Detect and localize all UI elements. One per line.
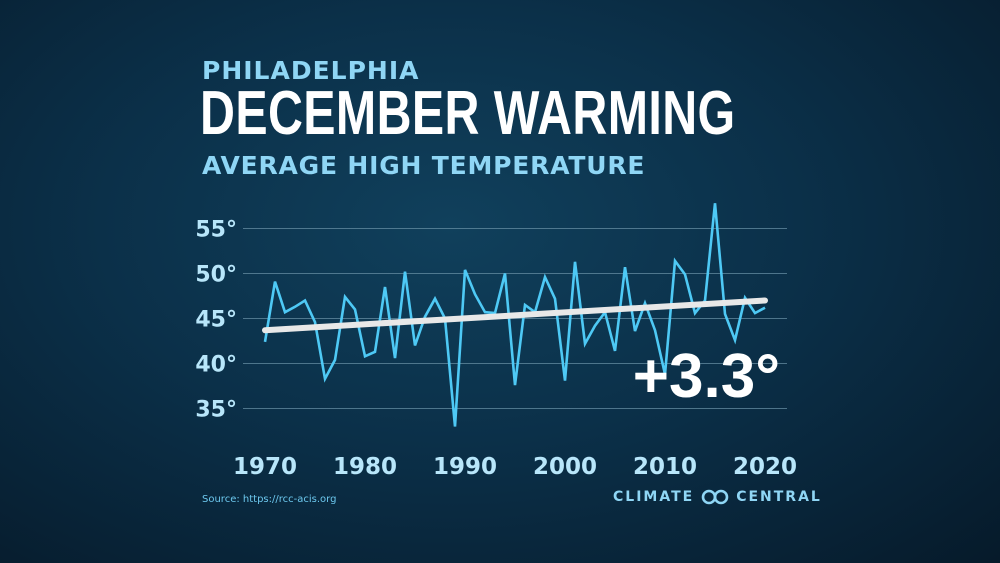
climate-central-logo[interactable]: CLIMATE CENTRAL: [613, 489, 822, 505]
warming-annotation: +3.3°: [633, 342, 780, 411]
x-tick-label: 1990: [433, 454, 497, 480]
y-tick-label: 45°: [195, 308, 237, 333]
y-tick-label: 35°: [195, 398, 237, 423]
temperature-series-line: [263, 203, 766, 427]
source-note: Source: https://rcc-acis.org: [202, 494, 337, 505]
chart-subtitle: AVERAGE HIGH TEMPERATURE: [202, 151, 646, 180]
x-tick-label: 1980: [333, 454, 397, 480]
x-tick-label: 2020: [733, 454, 797, 480]
chart-location: PHILADELPHIA: [202, 56, 420, 85]
y-tick-label: 55°: [195, 218, 237, 243]
brand-right-text: CENTRAL: [736, 489, 822, 505]
x-tick-label: 2000: [533, 454, 597, 480]
y-tick-label: 40°: [195, 353, 237, 378]
brand-left-text: CLIMATE: [613, 489, 695, 505]
trend-line: [262, 297, 768, 334]
infinity-rings-icon: [701, 489, 729, 505]
x-tick-label: 2010: [633, 454, 697, 480]
y-tick-label: 50°: [195, 263, 237, 288]
x-tick-label: 1970: [233, 454, 297, 480]
page-title: DECEMBER WARMING: [200, 79, 736, 148]
